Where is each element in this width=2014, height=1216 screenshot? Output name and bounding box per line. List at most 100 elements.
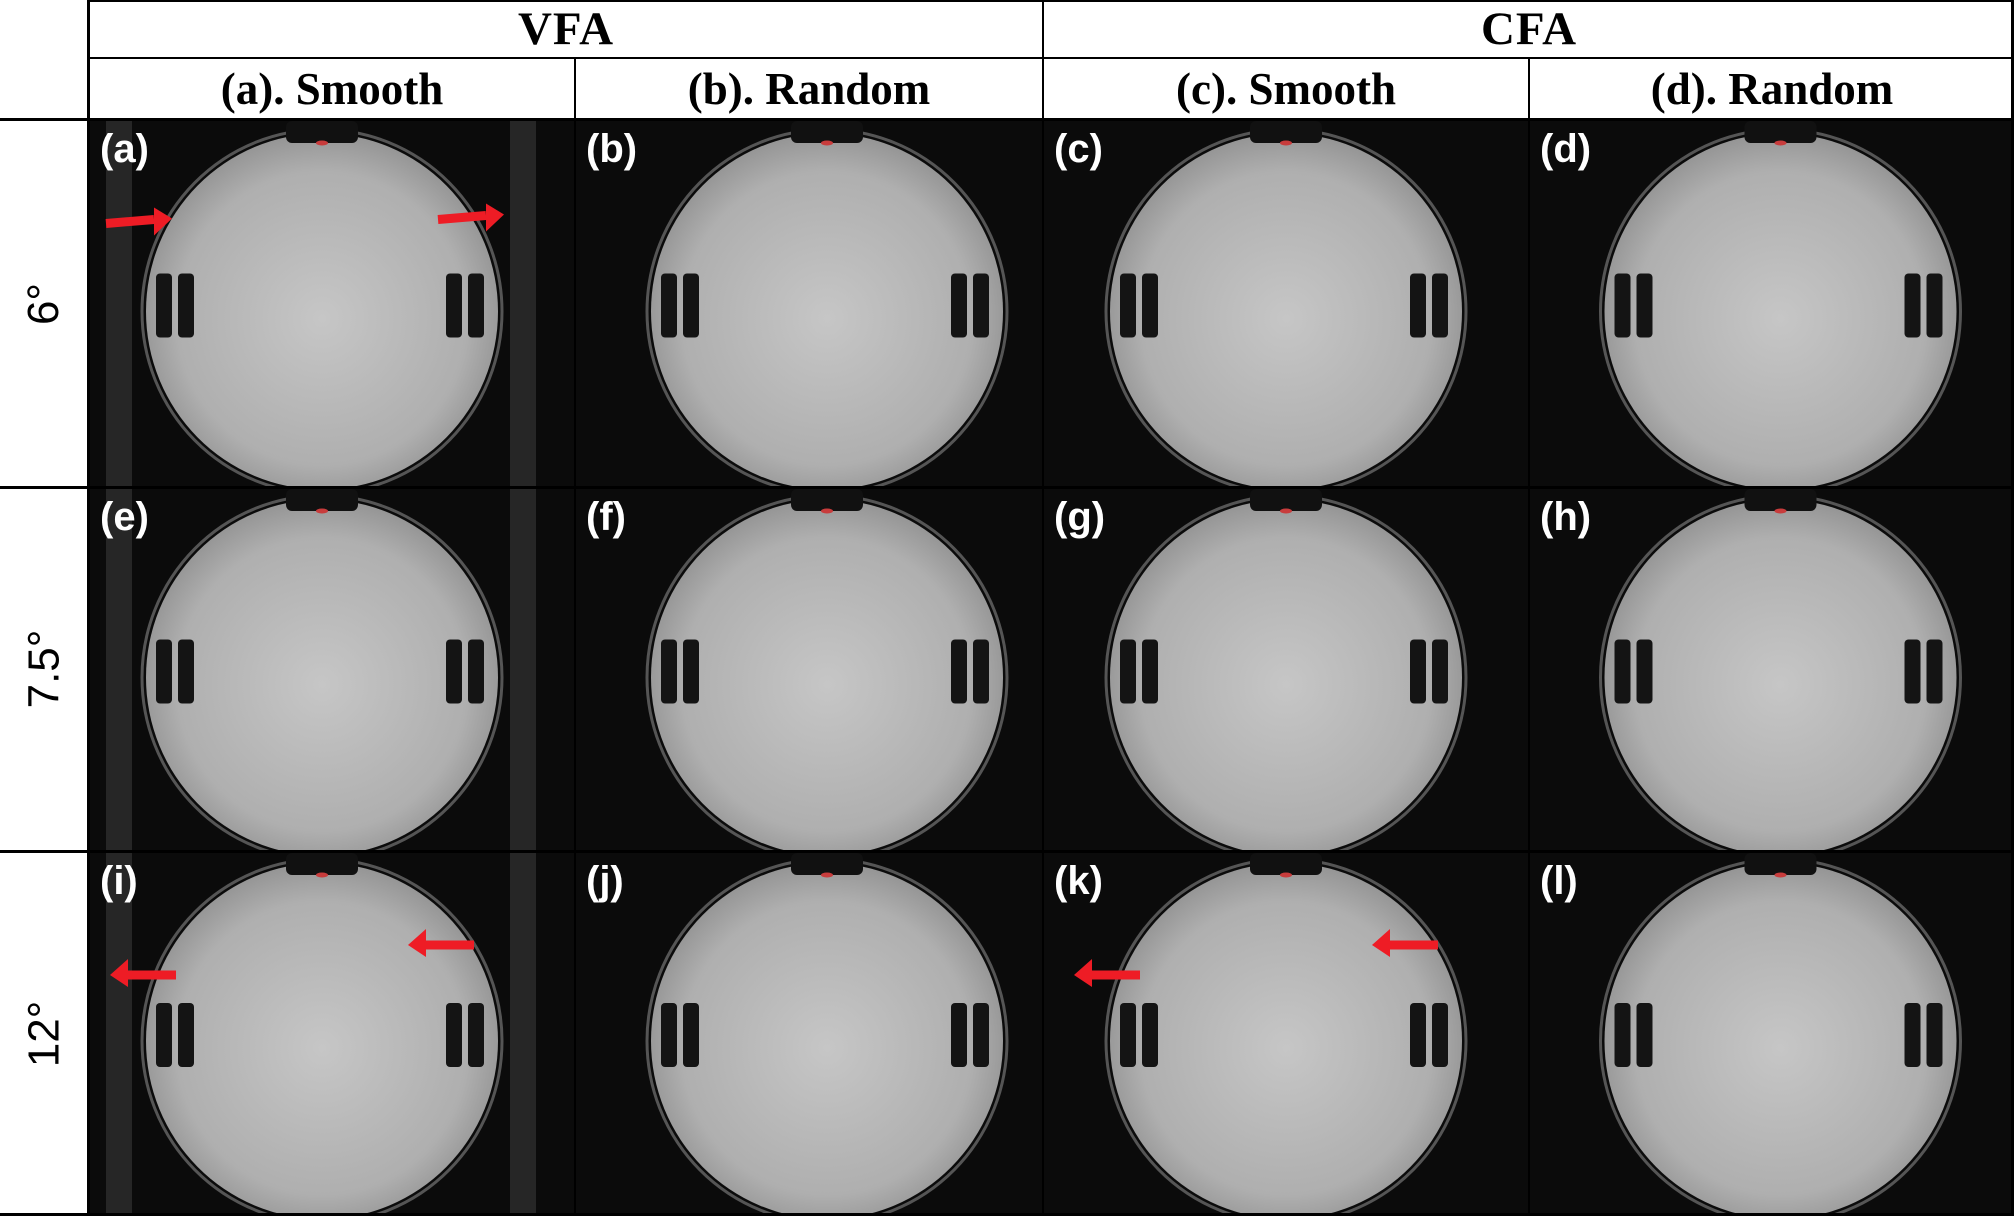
- phantom-body: [1110, 133, 1462, 486]
- phantom-insert: [1904, 639, 1921, 704]
- mri-panel: (d): [1530, 121, 2011, 486]
- column-header-vfa-smooth: (a). Smooth: [220, 64, 444, 114]
- phantom-body: [651, 499, 1003, 850]
- panel-label: (b): [586, 127, 638, 171]
- group-header-cfa: CFA: [1480, 3, 1578, 55]
- phantom-insert: [1614, 273, 1631, 338]
- panel-label: (j): [586, 859, 624, 903]
- phantom-body: [1604, 863, 1957, 1213]
- mri-panel: (l): [1530, 853, 2011, 1213]
- panel-label: (i): [100, 859, 138, 903]
- phantom-image: [90, 121, 574, 486]
- panel-label: (l): [1540, 859, 1578, 903]
- phantom-image: [1044, 853, 1528, 1213]
- phantom-insert: [973, 1003, 989, 1067]
- phantom-body: [651, 863, 1003, 1213]
- phantom-insert: [1904, 1003, 1921, 1067]
- panel-label: (f): [586, 495, 626, 539]
- phantom-body: [1110, 499, 1462, 850]
- phantom-insert: [1926, 273, 1943, 338]
- phantom-insert: [1120, 1003, 1136, 1067]
- phantom-insert: [1614, 1003, 1631, 1067]
- phantom-holder: [1744, 121, 1817, 143]
- panel-label: (k): [1054, 859, 1103, 903]
- mri-panel: (b): [576, 121, 1042, 486]
- phantom-insert: [1142, 273, 1158, 338]
- phantom-body: [146, 499, 498, 850]
- phantom-insert: [178, 639, 194, 704]
- mri-panel: (c): [1044, 121, 1528, 486]
- phantom-image: [1044, 121, 1528, 486]
- panel-label: (a): [100, 127, 149, 171]
- phantom-insert: [178, 273, 194, 338]
- mri-panel: (f): [576, 489, 1042, 850]
- phantom-insert: [683, 639, 699, 704]
- phantom-insert: [973, 639, 989, 704]
- red-arrow-icon: [408, 929, 474, 957]
- phantom-insert: [468, 273, 484, 338]
- phantom-insert: [1120, 273, 1136, 338]
- column-header-vfa-random: (b). Random: [687, 64, 931, 114]
- phantom-insert: [156, 639, 172, 704]
- phantom-insert: [661, 273, 677, 338]
- red-arrow-icon: [110, 959, 176, 987]
- phantom-insert: [1432, 639, 1448, 704]
- column-header-cfa-random: (d). Random: [1650, 64, 1894, 114]
- phantom-insert: [1410, 639, 1426, 704]
- phantom-insert: [1636, 639, 1653, 704]
- phantom-holder: [1744, 853, 1817, 875]
- phantom-image: [90, 853, 574, 1213]
- phantom-holder: [1250, 121, 1322, 143]
- phantom-image: [576, 853, 1042, 1213]
- phantom-body: [651, 133, 1003, 486]
- phantom-insert: [178, 1003, 194, 1067]
- phantom-insert: [446, 273, 462, 338]
- phantom-body: [1604, 499, 1957, 850]
- phantom-holder: [1250, 853, 1322, 875]
- mri-panel: (j): [576, 853, 1042, 1213]
- red-arrow-icon: [437, 203, 504, 232]
- phantom-insert: [468, 1003, 484, 1067]
- phantom-insert: [951, 273, 967, 338]
- mri-panel: (a): [90, 121, 574, 486]
- red-arrow-icon: [1372, 929, 1438, 957]
- phantom-body: [146, 133, 498, 486]
- group-header-vfa: VFA: [517, 3, 615, 55]
- phantom-image: [1530, 853, 2011, 1213]
- phantom-insert: [1410, 273, 1426, 338]
- phantom-holder: [791, 853, 863, 875]
- phantom-insert: [1636, 1003, 1653, 1067]
- phantom-insert: [951, 639, 967, 704]
- phantom-body: [146, 863, 498, 1213]
- mri-panel: (e): [90, 489, 574, 850]
- phantom-holder: [286, 853, 358, 875]
- phantom-insert: [951, 1003, 967, 1067]
- phantom-insert: [1120, 639, 1136, 704]
- phantom-insert: [446, 639, 462, 704]
- phantom-insert: [156, 1003, 172, 1067]
- phantom-insert: [973, 273, 989, 338]
- phantom-insert: [1432, 273, 1448, 338]
- phantom-holder: [286, 489, 358, 511]
- phantom-insert: [683, 1003, 699, 1067]
- phantom-image: [1530, 121, 2011, 486]
- red-arrow-icon: [105, 207, 172, 236]
- phantom-insert: [661, 639, 677, 704]
- phantom-body: [1110, 863, 1462, 1213]
- phantom-holder: [1250, 489, 1322, 511]
- panel-label: (d): [1540, 127, 1592, 171]
- phantom-holder: [791, 121, 863, 143]
- phantom-insert: [1142, 1003, 1158, 1067]
- red-arrow-icon: [1074, 959, 1140, 987]
- mri-panel: (k): [1044, 853, 1528, 1213]
- row-label-6deg: 6°: [18, 282, 68, 326]
- row-label-7-5deg: 7.5°: [18, 629, 68, 709]
- phantom-body: [1604, 133, 1957, 486]
- mri-panel: (g): [1044, 489, 1528, 850]
- phantom-insert: [1142, 639, 1158, 704]
- phantom-insert: [661, 1003, 677, 1067]
- panel-label: (c): [1054, 127, 1103, 171]
- phantom-insert: [1904, 273, 1921, 338]
- phantom-image: [1530, 489, 2011, 850]
